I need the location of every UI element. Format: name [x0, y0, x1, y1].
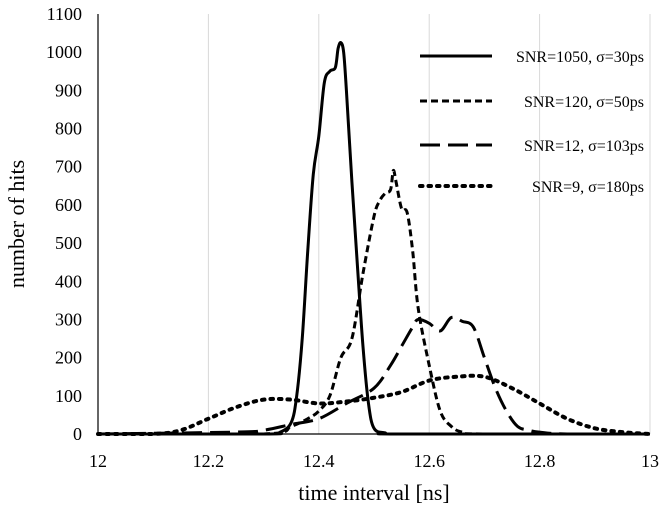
legend-label-3: SNR=12, σ=103ps — [524, 138, 644, 155]
tick-labels: 12 12.2 12.4 12.6 12.8 13 0 100 200 300 400 500 600 7… — [46, 4, 659, 471]
series-line-3 — [97, 315, 650, 436]
x-tick-label: 12 — [89, 451, 107, 471]
y-tick-label: 600 — [55, 195, 82, 215]
y-tick-label: 1100 — [47, 4, 82, 24]
series-line-2 — [98, 168, 650, 436]
legend-label-4: SNR=9, σ=180ps — [532, 179, 644, 196]
x-tick-label: 12.6 — [413, 451, 445, 471]
series-lines — [96, 41, 652, 436]
y-tick-label: 1000 — [46, 42, 82, 62]
y-axis-title: number of hits — [4, 160, 29, 288]
series-line-1 — [98, 41, 650, 436]
y-tick-label: 0 — [73, 424, 82, 444]
series-line-4 — [96, 373, 652, 436]
legend-label-1: SNR=1050, σ=30ps — [516, 49, 644, 66]
x-tick-label: 12.2 — [193, 451, 225, 471]
y-tick-label: 700 — [55, 157, 82, 177]
axes — [97, 14, 650, 435]
x-tick-label: 12.8 — [524, 451, 556, 471]
y-tick-label: 500 — [55, 233, 82, 253]
y-tick-label: 800 — [55, 119, 82, 139]
x-axis-title: time interval [ns] — [298, 480, 450, 505]
y-tick-label: 200 — [55, 348, 82, 368]
legend-label-2: SNR=120, σ=50ps — [524, 94, 644, 111]
y-tick-label: 400 — [55, 271, 82, 291]
x-tick-label: 12.4 — [303, 451, 335, 471]
y-tick-label: 100 — [55, 386, 82, 406]
gridlines — [207, 14, 651, 434]
legend: SNR=1050, σ=30ps SNR=120, σ=50ps SNR=12, σ… — [418, 49, 644, 196]
x-tick-label: 13 — [641, 451, 659, 471]
y-tick-label: 300 — [55, 309, 82, 329]
y-tick-label: 900 — [55, 80, 82, 100]
